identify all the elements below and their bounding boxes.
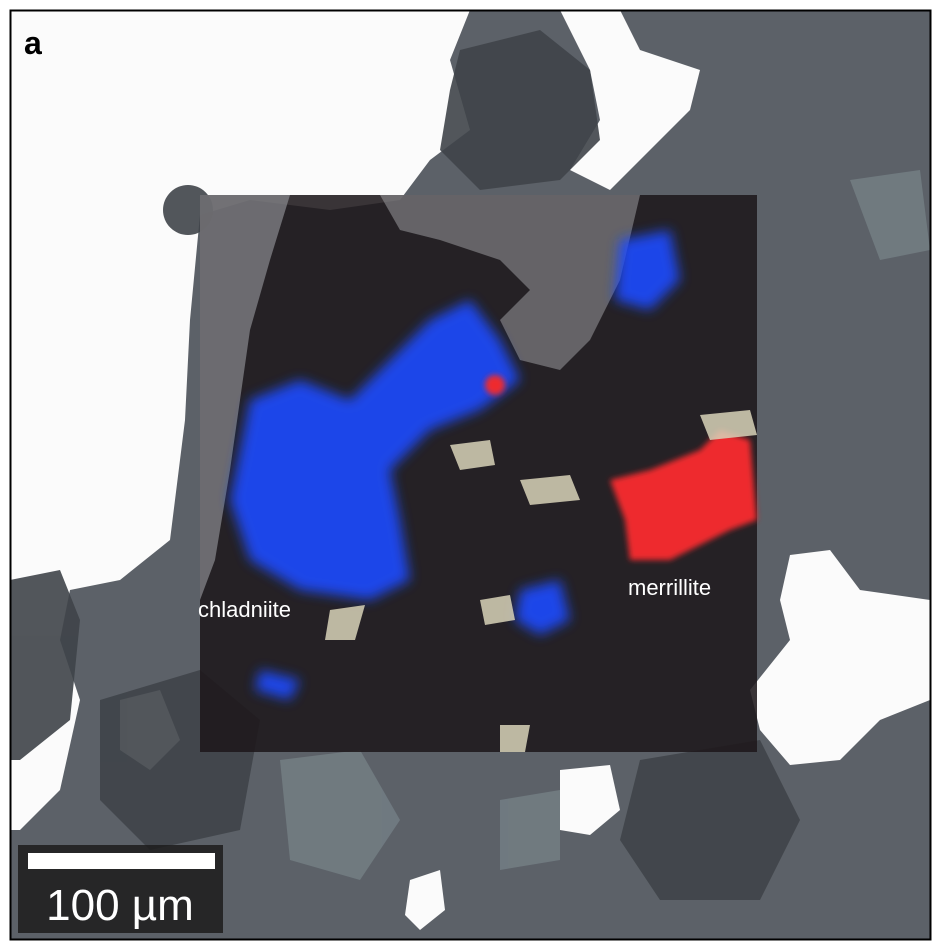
micrograph: a chladniite merrillite 100 µm [0,0,933,944]
mineral-label: merrillite [628,575,711,600]
page: a chladniite merrillite 100 µm (() => { … [0,0,933,944]
scale-bar-label: 100 µm [46,881,194,930]
mineral-label: chladniite [198,597,291,622]
panel-label: a [24,25,42,61]
scale-bar [28,853,215,869]
